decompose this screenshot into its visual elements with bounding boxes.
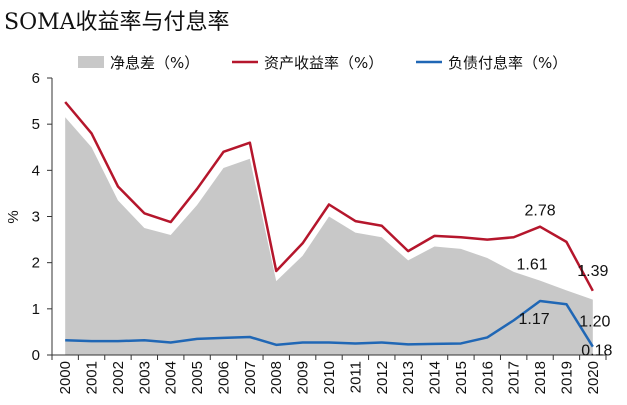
series-area-0 [65, 117, 593, 355]
x-tick-label: 2002 [110, 361, 127, 394]
data-label: 1.61 [516, 257, 547, 274]
data-label: 1.17 [518, 311, 549, 328]
x-tick-label: 2013 [400, 361, 417, 394]
legend-swatch-0 [78, 56, 104, 68]
x-tick-label: 2009 [295, 361, 312, 394]
y-tick-label: 2 [32, 255, 40, 272]
data-label: 1.20 [579, 314, 610, 331]
x-tick-label: 2008 [268, 361, 285, 394]
x-tick-label: 2016 [479, 361, 496, 394]
x-tick-label: 2017 [506, 361, 523, 394]
x-tick-label: 2015 [453, 361, 470, 394]
y-tick-label: 6 [32, 70, 40, 87]
x-tick-label: 2004 [163, 361, 180, 394]
x-tick-label: 2011 [347, 361, 364, 393]
y-tick-label: 4 [32, 162, 40, 179]
y-axis-label: % [5, 210, 22, 223]
x-tick-label: 2018 [532, 361, 549, 394]
x-tick-label: 2006 [215, 361, 232, 394]
y-tick-label: 5 [32, 116, 40, 133]
x-tick-label: 2003 [136, 361, 153, 394]
series-line-1 [64, 101, 594, 292]
x-tick-label: 2001 [84, 361, 101, 394]
x-tick-label: 2005 [189, 361, 206, 394]
x-tick-label: 2012 [374, 361, 391, 394]
data-label: 1.39 [577, 263, 608, 280]
legend-label-2: 负债付息率（%） [448, 54, 567, 72]
legend-label-1: 资产收益率（%） [264, 54, 383, 72]
chart-title: SOMA收益率与付息率 [4, 10, 230, 35]
y-tick-label: 3 [32, 209, 40, 226]
x-tick-label: 2007 [242, 361, 259, 394]
y-tick-label: 0 [32, 347, 40, 364]
x-tick-label: 2014 [427, 361, 444, 394]
data-label: 2.78 [524, 203, 555, 220]
y-tick-label: 1 [32, 301, 40, 318]
x-tick-label: 2010 [321, 361, 338, 394]
series-line-2 [65, 299, 594, 348]
x-tick-label: 2019 [558, 361, 575, 394]
data-label: 0.18 [581, 343, 612, 360]
legend-label-0: 净息差（%） [110, 54, 199, 72]
x-tick-label: 2000 [57, 361, 74, 394]
x-tick-label: 2020 [585, 361, 602, 394]
